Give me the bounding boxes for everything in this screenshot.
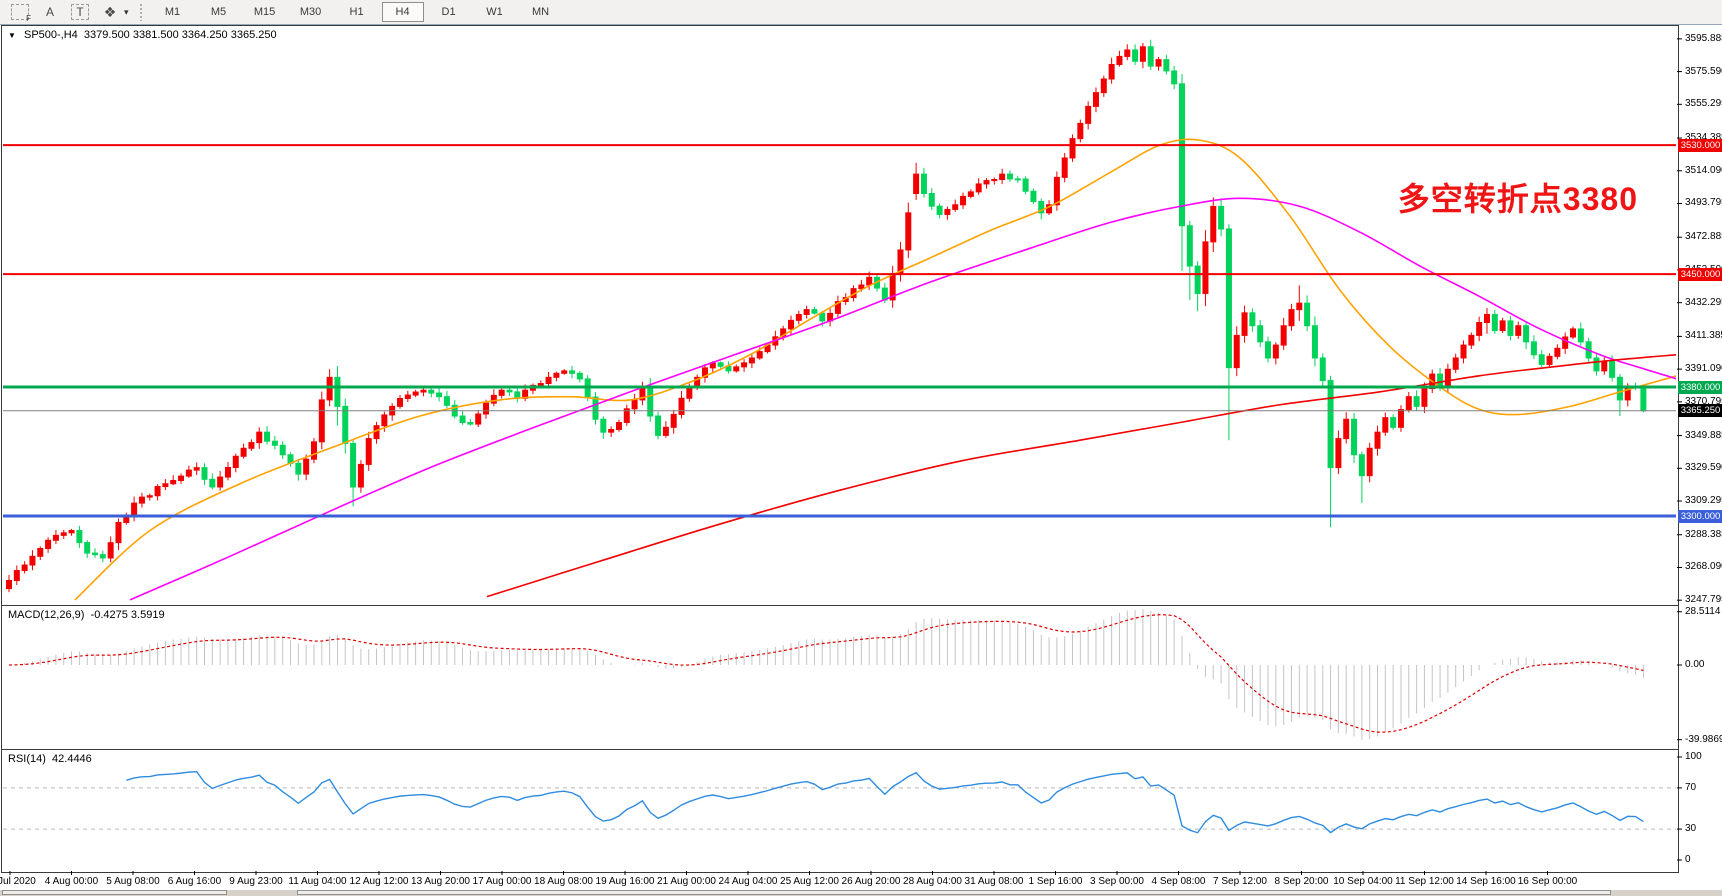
price-tick-label: 3349.885 (1685, 429, 1722, 441)
text-a-icon[interactable]: A (45, 5, 54, 19)
timeframe-button-w1[interactable]: W1 (486, 6, 503, 18)
bottom-bar-segment[interactable] (2, 890, 227, 895)
timeframe-button-m1[interactable]: M1 (164, 6, 181, 18)
price-tick-label: 3268.090 (1685, 561, 1722, 573)
price-tick-label: 3247.795 (1685, 594, 1722, 606)
toolbar-grip-handle[interactable] (138, 3, 144, 21)
time-axis-label: 4 Sep 08:00 (1151, 876, 1206, 887)
time-axis-label: 18 Aug 08:00 (534, 876, 593, 887)
price-tick-label: 3288.385 (1685, 528, 1722, 540)
time-axis-label: 3 Sep 00:00 (1090, 876, 1144, 887)
timeframe-button-h1[interactable]: H1 (349, 6, 364, 18)
time-axis-label: 7 Sep 12:00 (1213, 876, 1267, 887)
text-label-icon[interactable]: T (70, 4, 90, 20)
macd-indicator-title: MACD(12,26,9) -0.4275 3.5919 (8, 609, 165, 621)
price-level-label: 3300.000 (1678, 509, 1722, 523)
time-axis-label: 1 Sep 16:00 (1028, 876, 1083, 887)
rsi-scale-label: 100 (1685, 751, 1702, 762)
time-axis-label: 6 Aug 16:00 (167, 876, 222, 887)
price-level-label: 3380.000 (1678, 380, 1722, 394)
macd-panel[interactable] (1, 605, 1679, 751)
time-axis-label: 28 Aug 04:00 (903, 876, 962, 887)
fibonacci-box-glyph (11, 4, 29, 20)
price-tick-label: 3555.295 (1685, 98, 1722, 110)
time-axis-label: 11 Sep 12:00 (1395, 876, 1454, 887)
time-axis-label: 31 Jul 2020 (0, 876, 36, 887)
fibonacci-tool-icon[interactable]: F (10, 4, 31, 23)
timeframe-button-m30[interactable]: M30 (299, 6, 322, 18)
time-axis-label: 21 Aug 00:00 (657, 876, 716, 887)
price-tick-label: 3411.385 (1685, 330, 1722, 342)
time-axis-label: 9 Aug 23:00 (229, 876, 283, 887)
main-chart-panel[interactable] (1, 25, 1679, 607)
price-tick-label: 3514.090 (1685, 164, 1722, 176)
timeframe-button-d1[interactable]: D1 (441, 6, 456, 18)
price-tick-label: 3575.590 (1685, 65, 1722, 77)
timeframe-button-h4[interactable]: H4 (381, 2, 424, 22)
price-tick-label: 3595.885 (1685, 32, 1722, 44)
rsi-panel[interactable] (1, 749, 1679, 873)
timeframe-button-mn[interactable]: MN (531, 6, 550, 18)
time-axis-label: 11 Aug 04:00 (288, 876, 347, 887)
price-tick-label: 3432.295 (1685, 296, 1722, 308)
price-tick-label: 3391.090 (1685, 363, 1722, 375)
time-axis-label: 26 Aug 20:00 (841, 876, 901, 887)
price-tick-label: 3329.590 (1685, 462, 1722, 474)
time-axis-label: 13 Aug 20:00 (411, 876, 470, 887)
time-axis-label: 16 Sep 00:00 (1517, 876, 1578, 887)
time-axis-label: 17 Aug 00:00 (472, 876, 532, 887)
chart-title-dropdown-icon[interactable]: ▼ (8, 31, 16, 40)
price-level-label: 3365.250 (1678, 404, 1722, 418)
ohlc-values: 3379.500 3381.500 3364.250 3365.250 (83, 29, 277, 41)
time-axis-label: 14 Sep 16:00 (1456, 876, 1516, 887)
arrows-dropdown-caret-icon[interactable]: ▾ (124, 6, 129, 17)
macd-scale-label: 0.00 (1685, 659, 1705, 670)
price-tick-label: 3534.385 (1685, 132, 1722, 144)
bottom-bar (0, 890, 1722, 896)
price-tick-label: 3309.295 (1685, 495, 1722, 507)
timeframe-button-m5[interactable]: M5 (210, 6, 227, 18)
time-axis-label: 31 Aug 08:00 (964, 876, 1024, 887)
chart-title: ▼ SP500-,H4 3379.500 3381.500 3364.250 3… (8, 29, 277, 41)
price-tick-label: 3370.795 (1685, 395, 1722, 407)
rsi-scale-label: 30 (1685, 823, 1697, 835)
price-tick-label: 3493.795 (1685, 197, 1722, 209)
time-axis-label: 25 Aug 12:00 (780, 876, 839, 887)
macd-scale-label: -39.9869 (1685, 733, 1722, 745)
rsi-scale-label: 0 (1685, 854, 1691, 865)
timeframe-button-m15[interactable]: M15 (253, 6, 276, 18)
chart-annotation-text[interactable]: 多空转折点3380 (1397, 181, 1638, 217)
price-tick-label: 3472.885 (1685, 231, 1722, 243)
macd-scale-label: 28.5114 (1685, 605, 1721, 617)
bottom-bar-segment[interactable] (297, 890, 1611, 895)
time-axis-label: 19 Aug 16:00 (595, 876, 655, 887)
time-axis-label: 10 Sep 04:00 (1333, 876, 1393, 887)
timeframe-toolbar: M1 M5 M15 M30 H1 H4 D1 W1 MN (150, 2, 564, 22)
time-axis-label: 24 Aug 04:00 (718, 876, 778, 887)
price-level-label: 3450.000 (1678, 267, 1722, 281)
price-level-label: 3530.000 (1678, 138, 1722, 152)
time-axis-label: 12 Aug 12:00 (349, 876, 409, 887)
toolbar: F A T ❖ ▾ M1 M5 M15 M30 H1 H4 D1 W1 MN (0, 0, 1722, 25)
time-axis-label: 5 Aug 08:00 (106, 876, 160, 887)
arrows-tool-icon[interactable]: ❖ (103, 3, 117, 20)
rsi-indicator-title: RSI(14) 42.4446 (8, 753, 92, 765)
symbol-period-label: SP500-,H4 (23, 29, 78, 41)
rsi-scale-label: 70 (1685, 781, 1697, 793)
time-axis-label: 4 Aug 00:00 (44, 876, 99, 887)
time-axis-label: 8 Sep 20:00 (1274, 876, 1329, 887)
